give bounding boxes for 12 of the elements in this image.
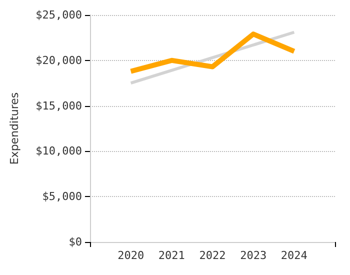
y-tick-label: $0 [68,236,82,248]
x-tick-label: 2021 [158,249,185,262]
x-tick-label: 2023 [240,249,267,262]
x-tick-label: 2022 [199,249,226,262]
y-axis-title: Expenditures [8,92,21,165]
x-tick-label: 2024 [280,249,308,262]
y-tick-label: $10,000 [36,144,82,158]
y-tick-label: $15,000 [36,99,82,112]
y-tick-label: $5,000 [42,190,82,204]
y-tick-label: $20,000 [36,54,82,67]
x-tick-label: 2020 [118,249,144,262]
y-tick-label: $25,000 [36,8,82,22]
